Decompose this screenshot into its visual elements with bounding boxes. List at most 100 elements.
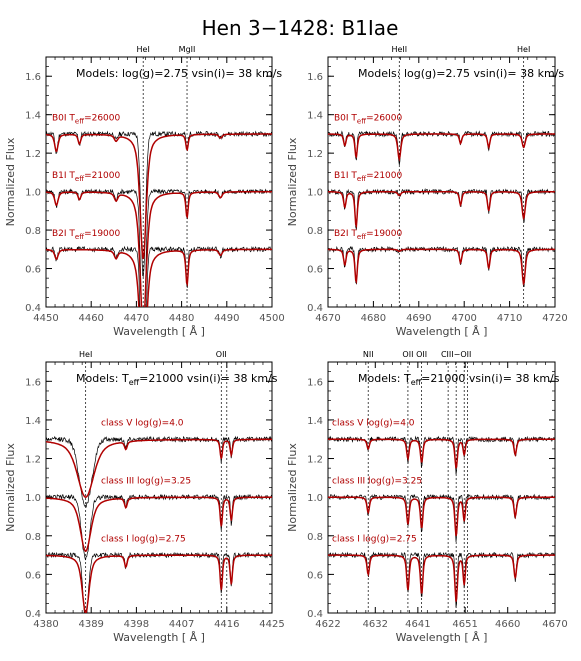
- y-tick-label: 1.4: [25, 111, 41, 122]
- model-spectrum: [328, 133, 555, 162]
- x-axis-label: Wavelength [ Å ]: [396, 325, 488, 338]
- panel-header: Models: log(g)=2.75 vsin(i)= 38 km/s: [358, 67, 564, 80]
- observed-spectrum: [46, 130, 272, 278]
- y-tick-label: 1.6: [25, 72, 41, 83]
- panel-top-right: 0.4 0.6 0.8 1.0 1.2 1.4 1.6 4670 4680 4690 4700 471…: [286, 45, 568, 338]
- model-spectrum: [46, 133, 272, 260]
- panel-header: Models: Teff=21000 vsin(i)= 38 km/s: [358, 372, 560, 387]
- x-tick-label: 4680: [361, 313, 386, 324]
- y-tick-label: 1.6: [307, 377, 323, 388]
- x-axis-label: Wavelength [ Å ]: [113, 631, 205, 644]
- x-tick-label: 4380: [33, 619, 58, 630]
- model-spectrum: [328, 190, 555, 229]
- x-tick-label: 4710: [497, 313, 522, 324]
- y-tick-label: 1.4: [25, 416, 41, 427]
- series-label: class I log(g)=2.75: [332, 535, 417, 545]
- observed-spectrum: [328, 551, 555, 608]
- x-tick-label: 4690: [406, 313, 431, 324]
- y-tick-label: 0.4: [25, 303, 41, 314]
- model-spectrum: [46, 496, 272, 553]
- x-tick-label: 4670: [542, 619, 567, 630]
- y-tick-label: 1.0: [25, 188, 41, 199]
- model-spectrum: [328, 438, 555, 469]
- observed-spectrum: [328, 435, 555, 475]
- series-label: class III log(g)=3.25: [101, 477, 191, 487]
- line-marker-label: CIII−OII: [441, 350, 471, 359]
- model-spectrum: [328, 554, 555, 602]
- x-tick-label: 4398: [124, 619, 149, 630]
- y-tick-label: 0.4: [307, 609, 323, 620]
- y-tick-label: 1.4: [307, 111, 323, 122]
- y-axis-label: Normalized Flux: [286, 443, 299, 532]
- y-tick-label: 1.0: [307, 493, 323, 504]
- line-marker-label: HeI: [79, 350, 92, 359]
- y-tick-label: 1.2: [25, 455, 41, 466]
- model-spectrum: [328, 496, 555, 537]
- y-tick-label: 0.8: [25, 226, 41, 237]
- line-marker-label: OII: [216, 350, 227, 359]
- model-spectrum: [46, 554, 272, 613]
- x-tick-label: 4632: [363, 619, 388, 630]
- observed-spectrum: [328, 187, 555, 230]
- x-axis-label: Wavelength [ Å ]: [396, 631, 488, 644]
- series-label: B1I Teff=21000: [52, 171, 121, 183]
- panel-top-left: 0.4 0.6 0.8 1.0 1.2 1.4 1.6 4450 4460 4470 4480 449…: [4, 45, 285, 338]
- series-label: B2I Teff=19000: [334, 229, 403, 241]
- plot-frame: [327, 361, 556, 614]
- series-label: class I log(g)=2.75: [101, 535, 186, 545]
- x-tick-label: 4460: [78, 313, 103, 324]
- y-tick-label: 0.4: [25, 609, 41, 620]
- x-tick-label: 4407: [169, 619, 194, 630]
- observed-spectrum: [46, 435, 272, 508]
- line-marker-label: HeI: [517, 45, 530, 54]
- model-spectrum: [46, 190, 272, 307]
- model-spectrum: [46, 248, 272, 307]
- series-label: class V log(g)=4.0: [101, 419, 184, 429]
- series-label: class III log(g)=3.25: [332, 477, 422, 487]
- y-tick-label: 1.6: [25, 377, 41, 388]
- series-label: class V log(g)=4.0: [332, 419, 415, 429]
- line-marker-label: OII: [402, 350, 413, 359]
- panel-header: Models: log(g)=2.75 vsin(i)= 38 km/s: [76, 67, 282, 80]
- x-tick-label: 4660: [495, 619, 520, 630]
- y-tick-label: 1.4: [307, 416, 323, 427]
- x-tick-label: 4416: [214, 619, 239, 630]
- y-tick-label: 0.8: [307, 532, 323, 543]
- x-tick-label: 4700: [451, 313, 476, 324]
- line-marker-label: OII: [416, 350, 427, 359]
- y-tick-label: 0.6: [307, 265, 323, 276]
- y-tick-label: 0.6: [25, 265, 41, 276]
- x-tick-label: 4490: [214, 313, 239, 324]
- line-marker-label: MgII: [179, 45, 196, 54]
- y-axis-label: Normalized Flux: [4, 137, 17, 226]
- panel-bottom-left: 0.4 0.6 0.8 1.0 1.2 1.4 1.6 4380 4389 4398 4407 441…: [4, 350, 285, 644]
- y-tick-label: 1.2: [25, 149, 41, 160]
- observed-spectrum: [46, 245, 272, 307]
- y-tick-label: 0.8: [25, 532, 41, 543]
- x-tick-label: 4389: [78, 619, 103, 630]
- series-label: B0I Teff=26000: [334, 113, 403, 125]
- x-tick-label: 4622: [315, 619, 340, 630]
- observed-spectrum: [328, 245, 555, 288]
- figure-title: Hen 3−1428: B1Iae: [202, 16, 399, 40]
- x-axis-label: Wavelength [ Å ]: [113, 325, 205, 338]
- x-tick-label: 4480: [169, 313, 194, 324]
- y-tick-label: 1.2: [307, 455, 323, 466]
- y-tick-label: 0.6: [25, 570, 41, 581]
- y-tick-label: 1.0: [25, 493, 41, 504]
- x-tick-label: 4670: [315, 313, 340, 324]
- line-marker-label: HeI: [137, 45, 150, 54]
- model-spectrum: [46, 438, 272, 499]
- model-spectrum: [328, 248, 555, 286]
- panel-header: Models: Teff=21000 vsin(i)= 38 km/s: [76, 372, 278, 387]
- y-tick-label: 1.2: [307, 149, 323, 160]
- observed-spectrum: [46, 493, 272, 561]
- x-tick-label: 4641: [405, 619, 430, 630]
- x-tick-label: 4470: [124, 313, 149, 324]
- panel-bottom-right: 0.4 0.6 0.8 1.0 1.2 1.4 1.6 4622 4632 4641 4651 466…: [286, 350, 568, 644]
- line-marker-label: NII: [363, 350, 374, 359]
- y-tick-label: 0.6: [307, 570, 323, 581]
- y-tick-label: 0.4: [307, 303, 323, 314]
- x-tick-label: 4425: [259, 619, 284, 630]
